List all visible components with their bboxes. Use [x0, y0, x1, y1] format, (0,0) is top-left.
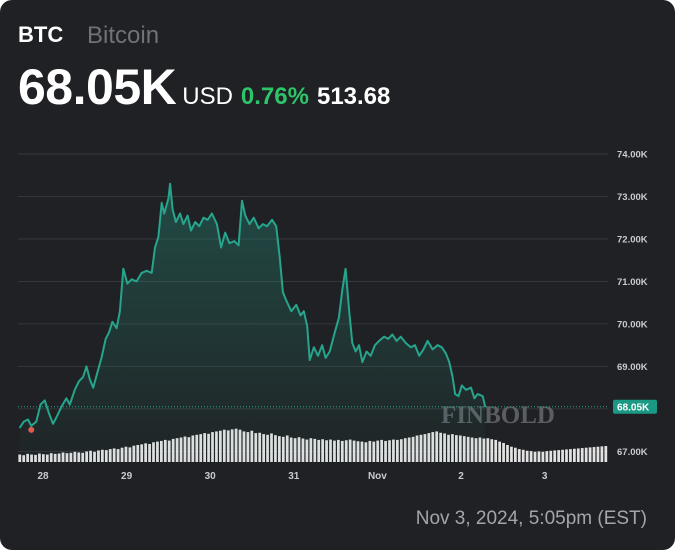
volume-bar: [494, 439, 498, 462]
volume-bar: [541, 451, 545, 462]
volume-bar: [553, 450, 557, 462]
chart-timestamp: Nov 3, 2024, 5:05pm (EST): [415, 508, 647, 529]
x-tick-label: 28: [37, 471, 49, 482]
volume-bar: [506, 445, 509, 462]
volume-bar: [604, 446, 608, 462]
volume-bar: [561, 449, 564, 462]
volume-bar: [573, 448, 576, 462]
y-tick-label: 69.00K: [617, 362, 648, 373]
x-tick-label: 2: [458, 471, 464, 482]
volume-bar: [502, 442, 505, 462]
price-area-fill: [19, 183, 486, 462]
volume-bar: [588, 447, 592, 462]
volume-bar: [533, 451, 537, 462]
chart-marker: [28, 426, 35, 433]
volume-bar: [514, 447, 517, 462]
volume-bar: [545, 451, 549, 462]
volume-bar: [592, 447, 596, 462]
volume-bar: [510, 446, 513, 462]
ticker-symbol: BTC: [18, 22, 64, 47]
volume-bar: [529, 451, 533, 462]
current-price: 68.05K: [18, 59, 177, 115]
x-tick-label: 30: [205, 471, 217, 482]
y-tick-label: 71.00K: [617, 277, 648, 288]
volume-bar: [525, 450, 529, 462]
volume-bar: [537, 451, 541, 462]
volume-bar: [490, 439, 494, 462]
volume-bar: [600, 446, 604, 462]
y-tick-label: 72.00K: [617, 234, 648, 245]
x-tick-label: 29: [121, 471, 133, 482]
asset-name: Bitcoin: [87, 22, 160, 49]
price-row: 68.05K USD 0.76% 513.68: [18, 58, 390, 116]
volume-bar: [498, 441, 501, 462]
y-tick-label: 70.00K: [617, 319, 648, 330]
volume-bar: [584, 447, 588, 462]
y-tick-label: 67.00K: [617, 447, 648, 458]
volume-bar: [565, 449, 568, 462]
change-value: 513.68: [316, 83, 391, 110]
x-tick-label: 3: [542, 471, 548, 482]
volume-bar: [596, 446, 600, 462]
change-percent: 0.76%: [240, 83, 309, 110]
y-tick-label: 74.00K: [617, 149, 648, 160]
volume-bar: [517, 449, 521, 462]
volume-bar: [580, 448, 584, 462]
volume-bar: [549, 450, 553, 462]
last-price-tag-label: 68.05K: [617, 402, 650, 413]
x-tick-label: Nov: [368, 471, 387, 482]
currency-label: USD: [182, 83, 233, 110]
y-tick-label: 73.00K: [617, 192, 648, 203]
volume-bar: [576, 448, 580, 462]
volume-bar: [569, 449, 572, 462]
volume-bar: [521, 449, 525, 462]
price-line: [18, 182, 487, 429]
x-tick-label: 31: [288, 471, 300, 482]
volume-bar: [557, 450, 560, 462]
volume-bar: [486, 438, 490, 462]
last-price-tag: 68.05K: [613, 399, 657, 414]
